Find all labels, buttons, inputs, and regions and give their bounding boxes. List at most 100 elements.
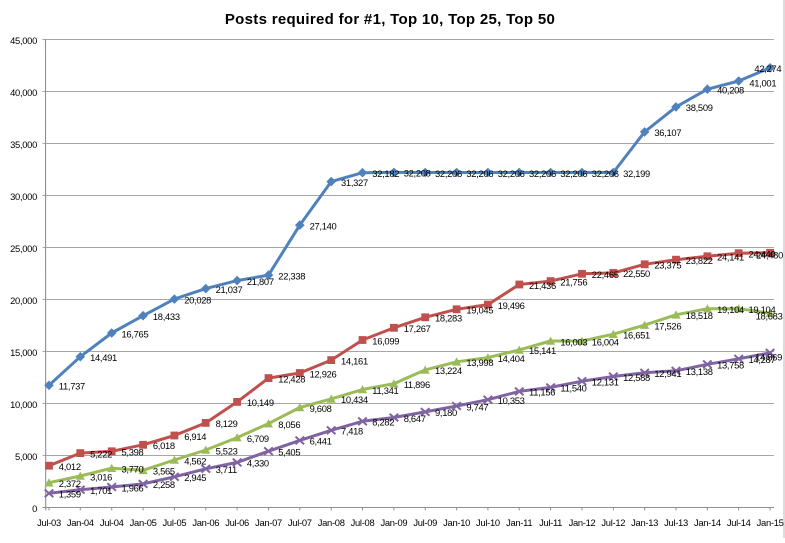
svg-text:3,016: 3,016 [90,471,112,482]
svg-text:35,000: 35,000 [10,139,37,150]
svg-text:12,131: 12,131 [592,377,619,388]
svg-text:19,496: 19,496 [498,300,525,311]
svg-text:Jul-13: Jul-13 [664,517,688,528]
svg-text:13,998: 13,998 [466,357,493,368]
svg-text:4,012: 4,012 [59,461,81,472]
svg-text:4,562: 4,562 [184,455,206,466]
svg-text:10,149: 10,149 [247,397,274,408]
svg-text:13,138: 13,138 [686,366,713,377]
svg-text:Jul-03: Jul-03 [37,517,61,528]
svg-text:6,709: 6,709 [247,433,269,444]
svg-text:8,647: 8,647 [404,413,426,424]
svg-text:21,807: 21,807 [247,276,274,287]
svg-text:10,434: 10,434 [341,394,368,405]
svg-text:14,404: 14,404 [498,353,525,364]
svg-text:Jan-12: Jan-12 [569,517,596,528]
svg-text:Jan-14: Jan-14 [694,517,721,528]
svg-text:41,001: 41,001 [749,77,776,88]
svg-text:Jul-05: Jul-05 [163,517,187,528]
svg-text:32,199: 32,199 [623,168,650,179]
svg-text:16,651: 16,651 [623,330,650,341]
svg-text:27,140: 27,140 [310,220,337,231]
svg-text:12,926: 12,926 [310,368,337,379]
svg-text:Jan-08: Jan-08 [318,517,345,528]
svg-text:11,341: 11,341 [372,385,398,396]
svg-text:32,206: 32,206 [466,168,493,179]
svg-text:40,208: 40,208 [717,85,744,96]
svg-text:16,004: 16,004 [592,336,619,347]
svg-text:21,436: 21,436 [529,280,556,291]
svg-text:3,770: 3,770 [122,464,144,475]
svg-text:9,747: 9,747 [466,401,488,412]
svg-text:6,018: 6,018 [153,440,175,451]
svg-text:8,282: 8,282 [372,417,394,428]
svg-text:11,540: 11,540 [560,383,586,394]
svg-text:30,000: 30,000 [10,191,37,202]
svg-text:13,224: 13,224 [435,365,462,376]
svg-text:21,037: 21,037 [216,284,243,295]
svg-text:11,156: 11,156 [529,387,555,398]
svg-text:6,441: 6,441 [310,436,332,447]
svg-text:9,608: 9,608 [310,403,332,414]
svg-text:32,208: 32,208 [404,168,431,179]
svg-text:Jul-06: Jul-06 [225,517,249,528]
svg-text:8,129: 8,129 [216,418,238,429]
svg-text:7,418: 7,418 [341,426,363,437]
svg-text:2,258: 2,258 [153,479,175,490]
svg-text:22,550: 22,550 [623,268,650,279]
svg-text:5,398: 5,398 [122,447,144,458]
svg-text:3,565: 3,565 [153,466,175,477]
svg-text:1,701: 1,701 [90,485,112,496]
svg-text:Jan-10: Jan-10 [443,517,470,528]
svg-text:Posts required for #1, Top 10,: Posts required for #1, Top 10, Top 25, T… [225,11,555,28]
svg-text:24,141: 24,141 [717,252,744,263]
svg-text:18,683: 18,683 [756,310,783,321]
svg-text:Jul-11: Jul-11 [539,517,562,528]
svg-text:18,433: 18,433 [153,311,180,322]
svg-text:5,405: 5,405 [278,447,300,458]
svg-text:12,588: 12,588 [623,372,650,383]
svg-text:32,206: 32,206 [529,168,556,179]
svg-text:2,945: 2,945 [184,472,206,483]
svg-text:19,104: 19,104 [717,304,744,315]
svg-text:32,182: 32,182 [372,168,399,179]
svg-text:18,283: 18,283 [435,313,462,324]
svg-text:10,353: 10,353 [498,395,525,406]
svg-text:8,056: 8,056 [278,419,300,430]
svg-text:Jan-04: Jan-04 [67,517,94,528]
svg-text:5,222: 5,222 [90,448,112,459]
svg-text:0: 0 [32,503,37,514]
svg-text:32,206: 32,206 [498,168,525,179]
svg-text:5,523: 5,523 [216,445,238,456]
svg-text:12,428: 12,428 [278,373,305,384]
svg-text:25,000: 25,000 [10,243,37,254]
svg-text:42,274: 42,274 [754,63,781,74]
svg-text:23,375: 23,375 [654,260,681,271]
svg-text:14,869: 14,869 [755,352,782,363]
svg-text:11,737: 11,737 [59,381,85,392]
svg-text:Jul-08: Jul-08 [351,517,375,528]
svg-text:16,003: 16,003 [560,336,587,347]
svg-text:16,099: 16,099 [372,335,399,346]
svg-text:20,028: 20,028 [184,294,211,305]
svg-text:Jan-13: Jan-13 [631,517,658,528]
svg-text:13,758: 13,758 [717,360,744,371]
svg-text:1,359: 1,359 [59,489,81,500]
svg-text:14,161: 14,161 [341,355,368,366]
svg-text:Jan-15: Jan-15 [757,517,784,528]
svg-text:Jan-09: Jan-09 [380,517,407,528]
svg-text:Jul-04: Jul-04 [100,517,124,528]
svg-text:9,180: 9,180 [435,407,457,418]
svg-text:31,327: 31,327 [341,177,368,188]
svg-text:38,509: 38,509 [686,102,713,113]
svg-text:16,765: 16,765 [122,328,149,339]
svg-text:12,941: 12,941 [654,368,681,379]
svg-text:1,966: 1,966 [122,482,144,493]
svg-text:Jan-06: Jan-06 [192,517,219,528]
svg-text:22,338: 22,338 [278,270,305,281]
svg-text:Jul-10: Jul-10 [476,517,500,528]
svg-text:32,206: 32,206 [592,168,619,179]
svg-text:14,491: 14,491 [90,352,117,363]
svg-text:21,756: 21,756 [560,276,587,287]
svg-text:Jul-12: Jul-12 [601,517,625,528]
